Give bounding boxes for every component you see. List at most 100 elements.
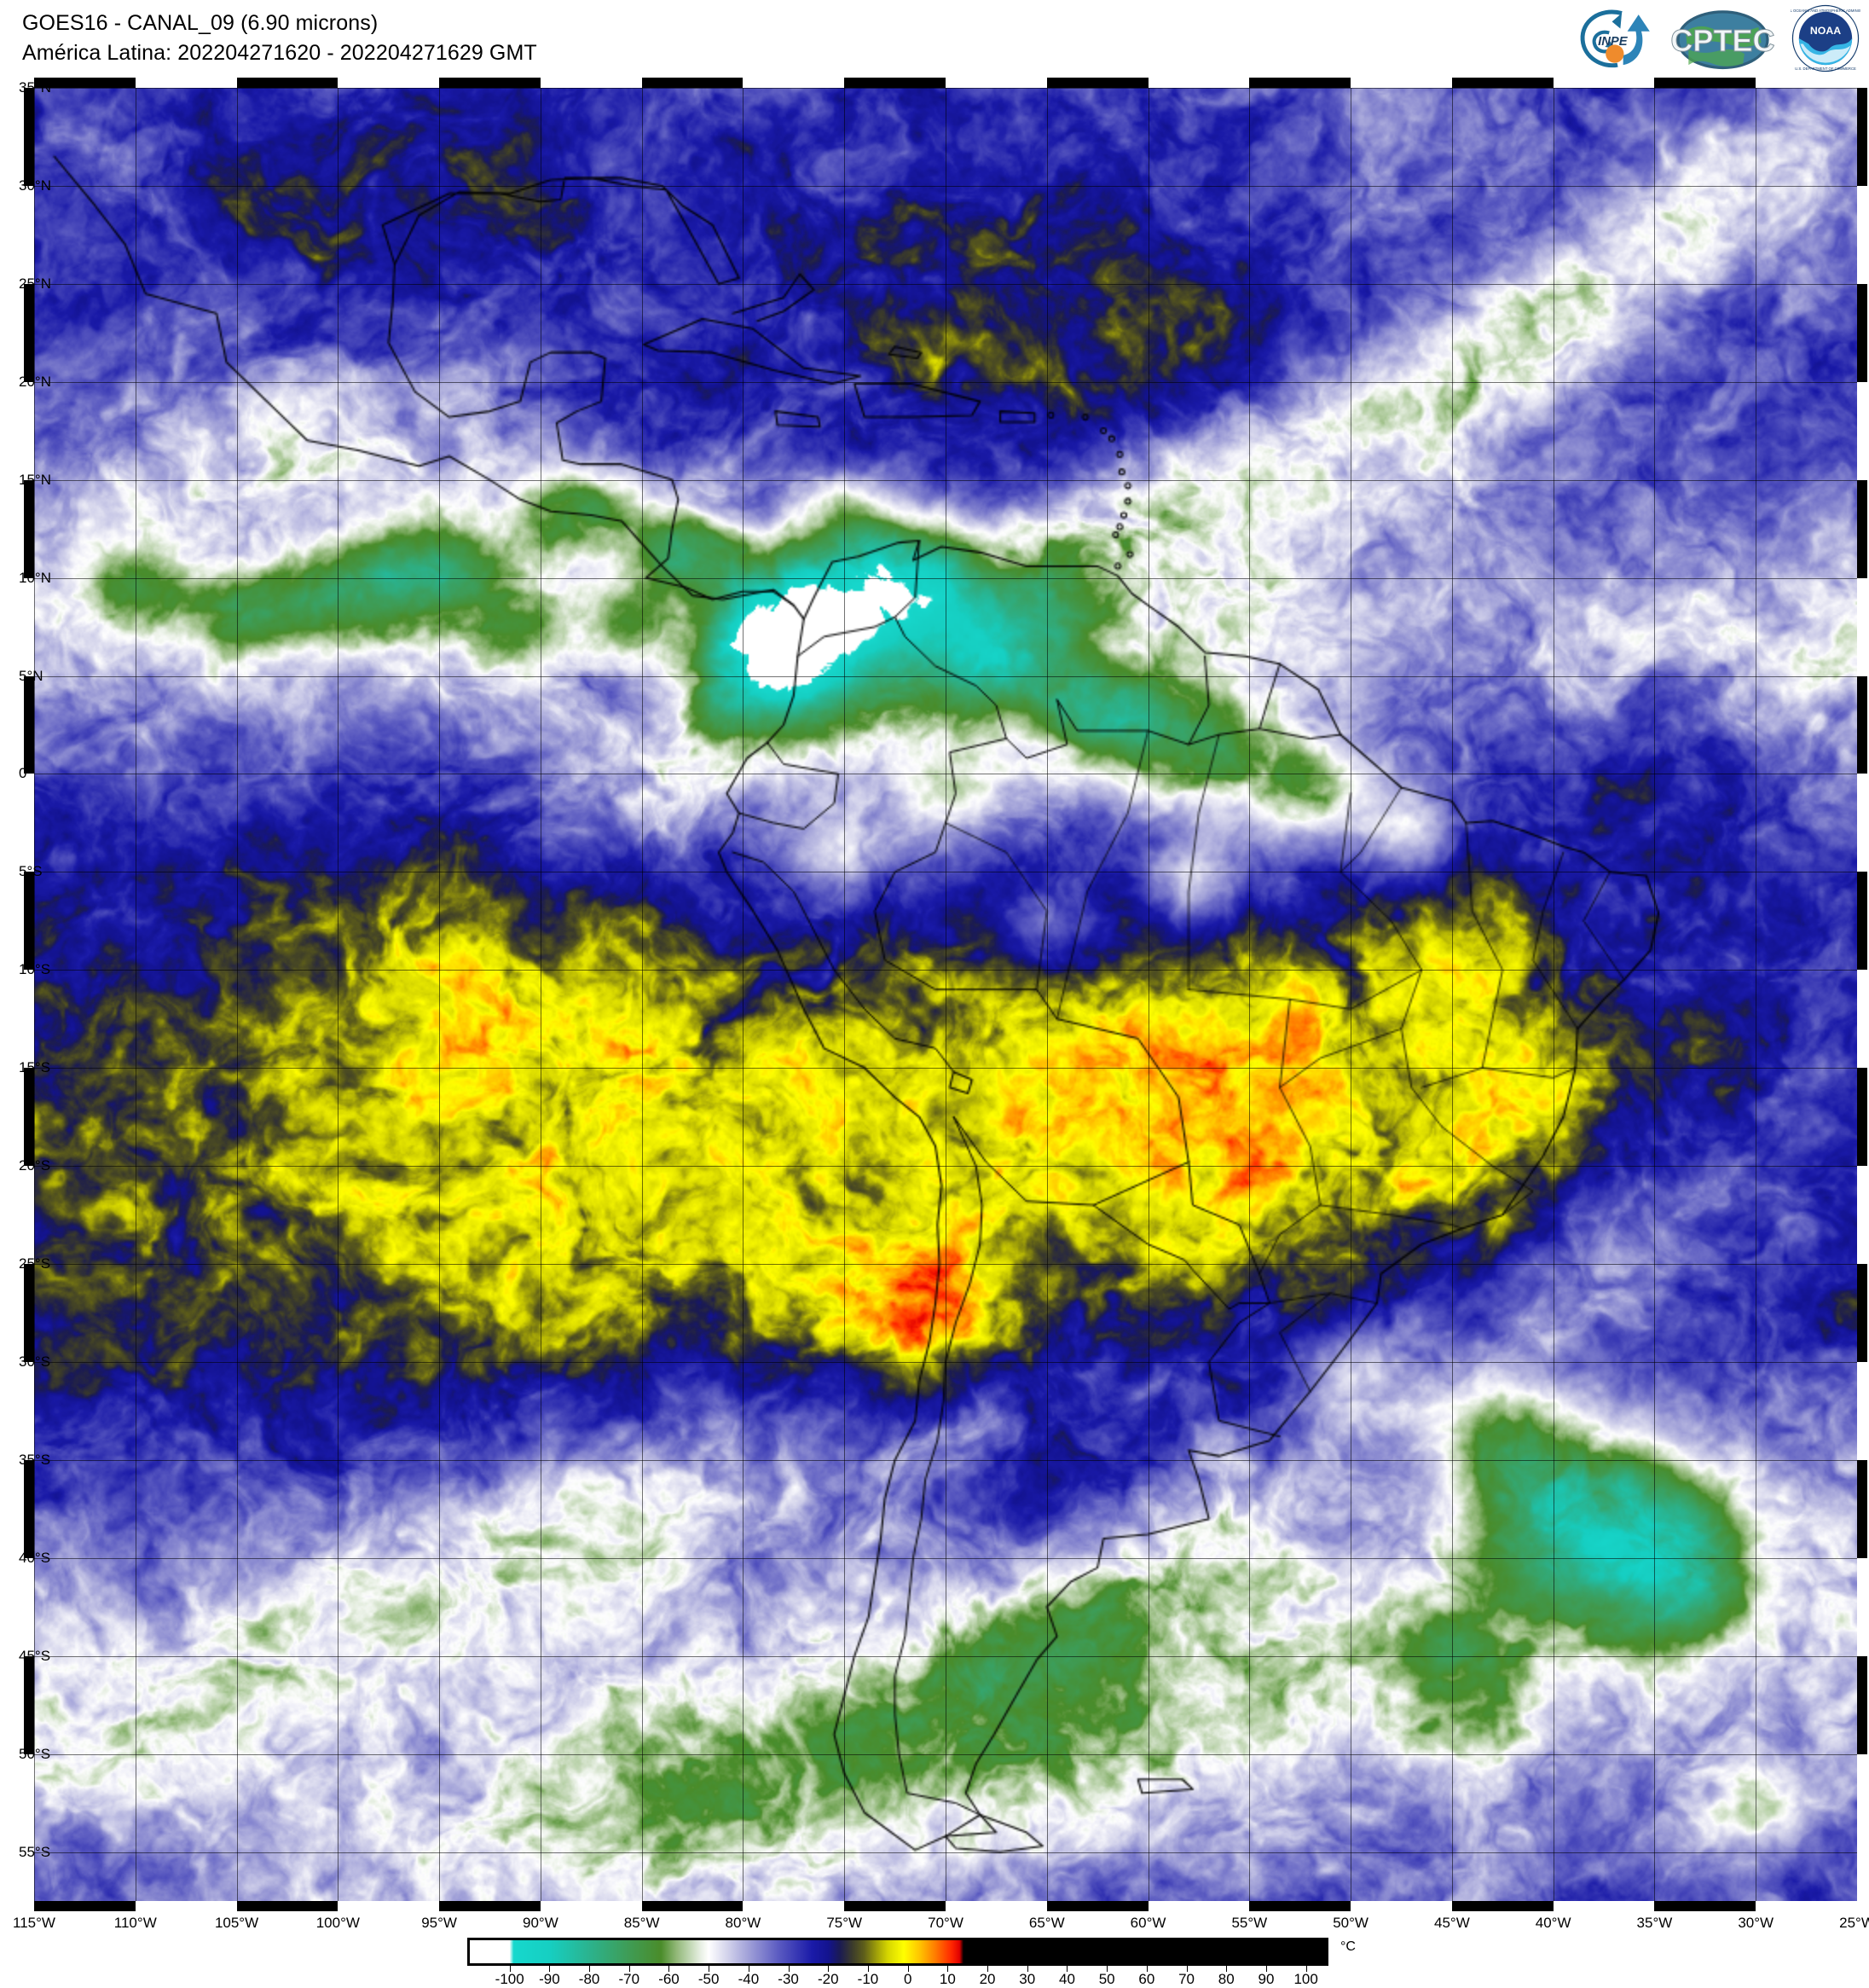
colorbar-tick	[1226, 1966, 1228, 1972]
colorbar-gradient	[470, 1940, 1326, 1963]
colorbar-tick	[509, 1966, 511, 1972]
axis-right	[1857, 88, 1867, 1901]
longitude-tick-label: 115°W	[13, 1915, 55, 1931]
axis-segment	[439, 78, 541, 88]
colorbar-tick-label: -40	[738, 1971, 760, 1987]
longitude-tick-label: 55°W	[1231, 1915, 1268, 1931]
colorbar-strip	[467, 1938, 1328, 1966]
colorbar-tick	[1067, 1966, 1068, 1972]
cptec-logo: CPTEC	[1670, 10, 1775, 70]
noaa-logo-dept-text: U.S. DEPARTMENT OF COMMERCE	[1795, 67, 1856, 71]
colorbar-unit-label: °C	[1340, 1939, 1356, 1954]
title-line-satellite-channel: GOES16 - CANAL_09 (6.90 microns)	[22, 11, 379, 35]
axis-segment	[1857, 1068, 1867, 1167]
axis-segment	[1857, 283, 1867, 382]
colorbar-tick-label: 20	[979, 1971, 996, 1987]
colorbar-tick	[828, 1966, 830, 1972]
axis-segment	[24, 1264, 34, 1362]
noaa-logo: NOAA NATIONAL OCEANIC AND ATMOSPHERIC AD…	[1791, 4, 1860, 72]
colorbar-tick-label: 70	[1178, 1971, 1195, 1987]
axis-segment	[439, 1901, 541, 1911]
axis-segment	[34, 1901, 136, 1911]
longitude-tick-label: 65°W	[1028, 1915, 1065, 1931]
colorbar-tick	[1027, 1966, 1028, 1972]
title-block: GOES16 - CANAL_09 (6.90 microns) América…	[22, 9, 537, 67]
colorbar-tick	[668, 1966, 670, 1972]
longitude-tick-label: 40°W	[1535, 1915, 1571, 1931]
colorbar-tick-labels: -100 -90 -80 -70 -60 -50 -40 -30 -20 -10 0 10 20 30 40…	[467, 1966, 1328, 1987]
logo-row: INPE CPTEC NOAA NATIONAL OCEANIC AND ATM…	[1571, 2, 1860, 75]
colorbar-tick-label: -100	[495, 1971, 524, 1987]
longitude-tick-label: 110°W	[113, 1915, 157, 1931]
noaa-logo-outer-text: NATIONAL OCEANIC AND ATMOSPHERIC ADMINIS…	[1791, 9, 1860, 13]
axis-segment	[24, 1655, 34, 1754]
colorbar-tick-label: 80	[1218, 1971, 1235, 1987]
colorbar-tick	[867, 1966, 869, 1972]
axis-segment	[1857, 88, 1867, 186]
colorbar-tick-label: -20	[817, 1971, 839, 1987]
longitude-tick-label: 70°W	[928, 1915, 963, 1931]
colorbar-tick-label: 90	[1258, 1971, 1275, 1987]
axis-segment	[24, 88, 34, 186]
inpe-logo: INPE	[1580, 9, 1650, 68]
colorbar-tick-label: -90	[539, 1971, 560, 1987]
colorbar-tick-label: -60	[658, 1971, 680, 1987]
colorbar-tick-label: 0	[903, 1971, 912, 1987]
satellite-map[interactable]: 35°N30°N25°N20°N15°N10°N5°N0°5°S10°S15°S…	[13, 78, 1869, 1931]
colorbar-tick	[1146, 1966, 1148, 1972]
axis-segment	[1046, 1901, 1149, 1911]
title-line-region-time: América Latina: 202204271620 - 202204271…	[22, 40, 537, 65]
colorbar-tick-label: -10	[857, 1971, 879, 1987]
longitude-tick-label: 35°W	[1636, 1915, 1673, 1931]
axis-segment	[1654, 1901, 1756, 1911]
longitude-tick-label: 100°W	[315, 1915, 360, 1931]
colorbar-tick-label: 100	[1293, 1971, 1318, 1987]
axis-segment	[1451, 1901, 1554, 1911]
axis-left	[24, 88, 34, 1901]
axis-segment	[641, 78, 744, 88]
inpe-logo-text: INPE	[1598, 35, 1629, 49]
axis-segment	[1857, 1264, 1867, 1362]
colorbar-tick-label: 40	[1058, 1971, 1075, 1987]
axis-segment	[34, 78, 136, 88]
axis-bottom	[34, 1901, 1857, 1911]
axis-segment	[1857, 872, 1867, 971]
axis-segment	[1249, 1901, 1351, 1911]
axis-segment	[1857, 1655, 1867, 1754]
axis-segment	[641, 1901, 744, 1911]
axis-segment	[1451, 78, 1554, 88]
axis-segment	[236, 1901, 339, 1911]
longitude-tick-label: 95°W	[421, 1915, 457, 1931]
axis-segment	[844, 78, 946, 88]
colorbar-tick	[1265, 1966, 1267, 1972]
longitude-tick-label: 30°W	[1738, 1915, 1774, 1931]
axis-segment	[24, 1459, 34, 1558]
longitude-tick-label: 45°W	[1433, 1915, 1470, 1931]
colorbar-tick	[1305, 1966, 1307, 1972]
longitude-tick-label: 60°W	[1130, 1915, 1166, 1931]
longitude-tick-label: 80°W	[725, 1915, 761, 1931]
axis-segment	[24, 283, 34, 382]
header: GOES16 - CANAL_09 (6.90 microns) América…	[0, 0, 1869, 85]
axis-segment	[24, 675, 34, 774]
axis-segment	[844, 1901, 946, 1911]
colorbar-tick	[947, 1966, 949, 1972]
axis-segment	[24, 1068, 34, 1167]
longitude-tick-label: 90°W	[522, 1915, 558, 1931]
colorbar-tick	[589, 1966, 591, 1972]
colorbar-tick-label: -70	[618, 1971, 640, 1987]
colorbar-tick-label: 60	[1138, 1971, 1155, 1987]
axis-segment	[24, 872, 34, 971]
noaa-logo-text: NOAA	[1810, 25, 1841, 37]
colorbar-tick	[1107, 1966, 1108, 1972]
colorbar-tick-label: -80	[578, 1971, 600, 1987]
colorbar-tick	[907, 1966, 909, 1972]
axis-segment	[1046, 78, 1149, 88]
map-plot-area[interactable]	[34, 88, 1857, 1901]
longitude-tick-label: 50°W	[1333, 1915, 1368, 1931]
axis-segment	[1857, 1459, 1867, 1558]
colorbar-tick-label: 50	[1098, 1971, 1115, 1987]
colorbar-tick	[987, 1966, 989, 1972]
colorbar-tick-label: 10	[939, 1971, 956, 1987]
longitude-tick-label: 105°W	[214, 1915, 259, 1931]
